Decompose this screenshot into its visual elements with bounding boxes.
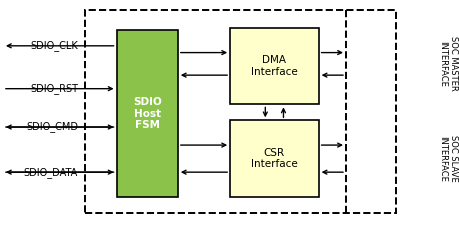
Text: SOC SLAVE
INTERFACE: SOC SLAVE INTERFACE xyxy=(437,135,457,182)
Text: SDIO_DATA: SDIO_DATA xyxy=(23,167,78,178)
Bar xyxy=(116,30,178,197)
Bar xyxy=(84,10,395,213)
Text: DMA
Interface: DMA Interface xyxy=(251,55,297,77)
Text: CSR
Interface: CSR Interface xyxy=(251,148,297,169)
Text: SDIO_CLK: SDIO_CLK xyxy=(30,40,78,51)
Text: SDIO_RST: SDIO_RST xyxy=(30,83,78,94)
Text: SDIO
Host
FSM: SDIO Host FSM xyxy=(133,97,161,130)
Text: SDIO_CMD: SDIO_CMD xyxy=(26,122,78,133)
Bar xyxy=(230,120,318,197)
Text: SOC MASTER
INTERFACE: SOC MASTER INTERFACE xyxy=(437,37,457,91)
Bar xyxy=(230,28,318,104)
